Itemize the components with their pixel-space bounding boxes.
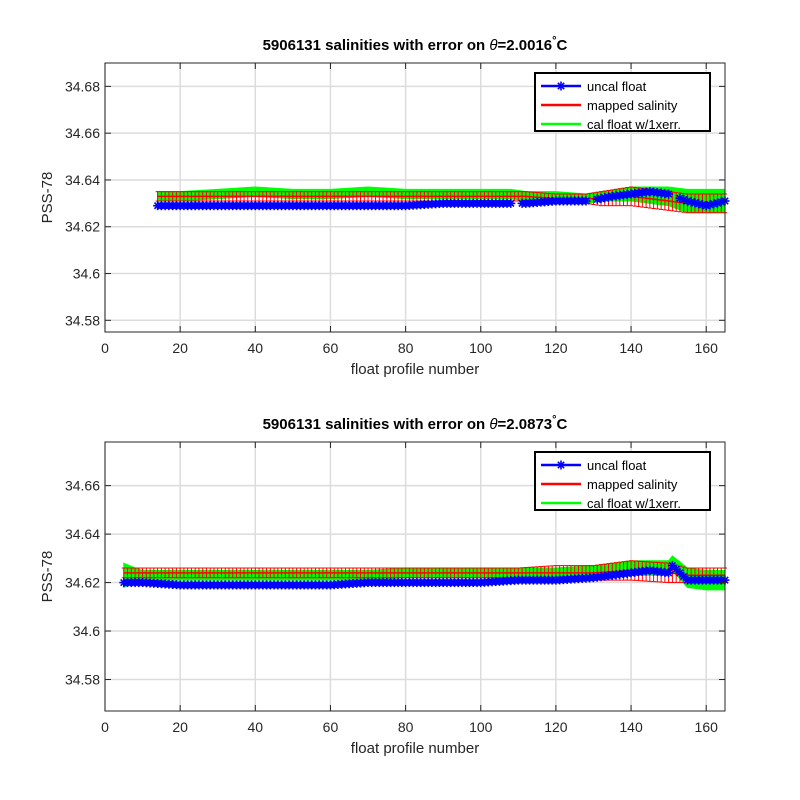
x-tick-label: 20 (172, 340, 188, 356)
x-tick-label: 160 (695, 719, 719, 735)
x-tick-label: 0 (101, 340, 109, 356)
legend-box (534, 72, 711, 132)
y-tick-label: 34.62 (65, 219, 100, 235)
legend-box (534, 451, 711, 511)
chart-title: 5906131 salinities with error on θ=2.001… (263, 35, 568, 54)
y-tick-label: 34.68 (65, 78, 100, 94)
legend-label: cal float w/1xerr. (587, 117, 681, 132)
uncal-float-marker (581, 196, 591, 206)
x-tick-label: 80 (398, 340, 414, 356)
x-tick-label: 140 (619, 719, 643, 735)
y-tick-label: 34.6 (73, 623, 100, 639)
x-tick-label: 60 (323, 719, 339, 735)
axes-box (104, 62, 726, 333)
chart-title-part: θ (489, 37, 497, 54)
y-tick-label: 34.58 (65, 671, 100, 687)
uncal-float-marker (690, 198, 700, 208)
legend-label: uncal float (587, 79, 647, 94)
legend-marker (556, 460, 566, 470)
x-tick-label: 60 (323, 340, 339, 356)
uncal-float-marker (664, 189, 674, 199)
y-tick-label: 34.66 (65, 478, 100, 494)
legend: uncal float mapped salinity cal float w/1x… (534, 72, 711, 132)
legend: uncal float mapped salinity cal float w/1x… (534, 451, 711, 511)
chart-title-part: 5906131 salinities with error on (263, 37, 490, 54)
chart-title-part: 5906131 salinities with error on (263, 416, 490, 433)
y-tick-label: 34.6 (73, 266, 100, 282)
axes-box (104, 441, 726, 712)
chart-title-part: C (557, 37, 568, 54)
x-tick-label: 100 (469, 719, 493, 735)
x-tick-label: 120 (544, 719, 568, 735)
legend-label: cal float w/1xerr. (587, 496, 681, 511)
x-tick-label: 160 (695, 340, 719, 356)
x-tick-label: 0 (101, 719, 109, 735)
y-tick-label: 34.64 (65, 172, 100, 188)
x-tick-label: 40 (248, 340, 264, 356)
uncal-float-marker (506, 198, 516, 208)
legend-label: uncal float (587, 458, 647, 473)
chart-title-part: C (557, 416, 568, 433)
chart-title-part: =2.0016 (498, 37, 553, 54)
x-tick-label: 120 (544, 340, 568, 356)
chart-title-part: ° (552, 414, 556, 426)
x-axis-label: float profile number (351, 740, 479, 757)
x-axis-label: float profile number (351, 361, 479, 378)
legend-label: mapped salinity (587, 98, 678, 113)
y-axis-label: PSS-78 (39, 172, 56, 224)
y-tick-label: 34.58 (65, 312, 100, 328)
chart-2: 0 20 40 60 80 100 120 140 160 34.58 34.6 34.62 34.64… (39, 414, 730, 757)
chart-title: 5906131 salinities with error on θ=2.087… (263, 414, 568, 433)
chart-title-part: θ (489, 416, 497, 433)
y-axis-label: PSS-78 (39, 551, 56, 603)
chart-title-part: =2.0873 (498, 416, 553, 433)
y-tick-label: 34.62 (65, 575, 100, 591)
uncal-float-marker (664, 568, 674, 578)
x-tick-label: 100 (469, 340, 493, 356)
legend-label: mapped salinity (587, 477, 678, 492)
x-tick-label: 140 (619, 340, 643, 356)
x-tick-label: 20 (172, 719, 188, 735)
mapped-salinity-line (157, 195, 725, 205)
y-tick-label: 34.66 (65, 125, 100, 141)
x-tick-label: 40 (248, 719, 264, 735)
chart-title-part: ° (552, 35, 556, 47)
legend-marker (556, 81, 566, 91)
y-tick-label: 34.64 (65, 526, 100, 542)
chart-1: 0 20 40 60 80 100 120 140 160 34.58 34.6 34.62 34.64… (39, 35, 730, 378)
x-tick-label: 80 (398, 719, 414, 735)
